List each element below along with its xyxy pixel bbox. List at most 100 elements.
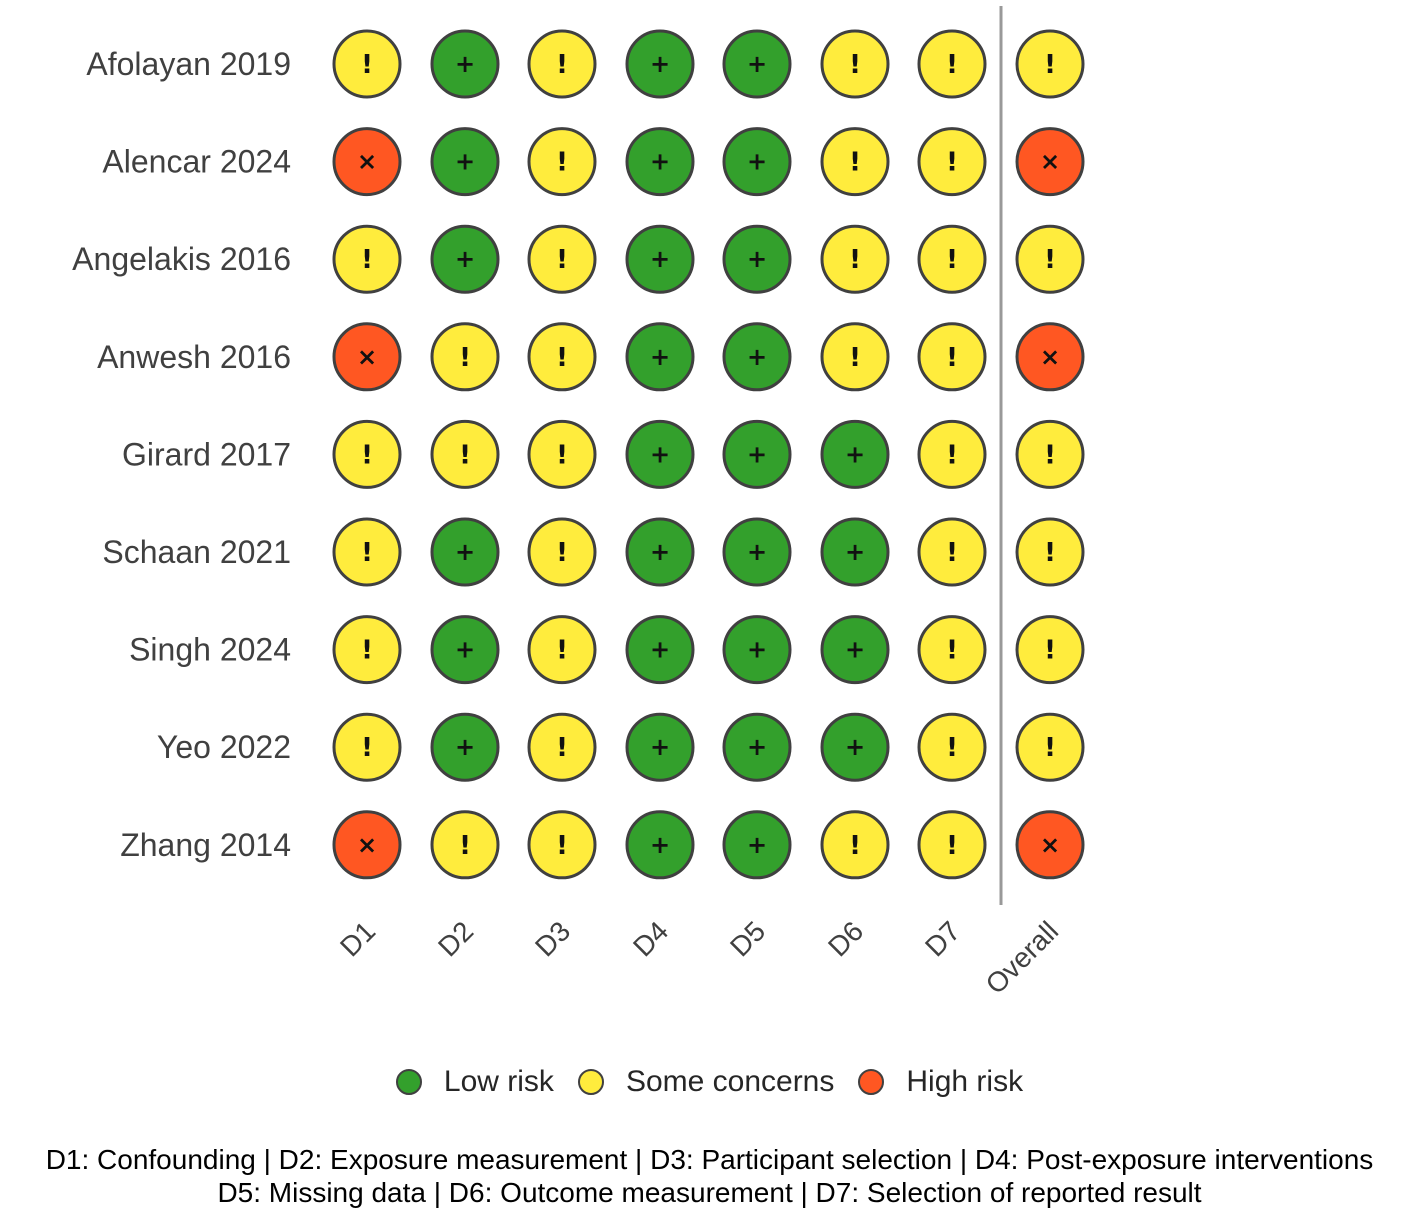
judgement-symbol: !: [946, 440, 958, 470]
study-label: Singh 2024: [129, 632, 291, 668]
judgement-circle: [820, 29, 890, 99]
legend-low-risk-marker: [395, 1069, 422, 1095]
judgement-circle: [722, 517, 792, 587]
judgement-d4-low: +: [625, 29, 695, 99]
judgement-symbol: +: [747, 343, 767, 371]
judgement-circle: [430, 29, 500, 99]
judgement-d4-low: +: [625, 322, 695, 392]
judgement-circle: [917, 712, 987, 782]
judgement-symbol: !: [361, 733, 373, 763]
study-row-girard-2017: Girard 2017!!! + + +!!: [122, 419, 1085, 489]
study-label: Afolayan 2019: [86, 46, 291, 82]
judgement-symbol: +: [650, 148, 670, 176]
judgement-symbol: !: [946, 636, 958, 666]
judgement-symbol: +: [747, 733, 767, 761]
domain-label-overall: Overall: [980, 915, 1065, 1000]
judgement-d1-some: !: [332, 712, 402, 782]
judgement-circle: [820, 810, 890, 880]
judgement-circle: [430, 517, 500, 587]
judgement-symbol: +: [747, 538, 767, 566]
judgement-circle: [430, 712, 500, 782]
judgement-circle: [1015, 615, 1085, 685]
judgement-d4-low: +: [625, 517, 695, 587]
judgement-symbol: !: [849, 831, 861, 861]
judgement-symbol: ×: [357, 148, 377, 176]
judgement-symbol: +: [455, 733, 475, 761]
judgement-overall-high: ×: [1015, 810, 1085, 880]
domain-label-d1: D1: [334, 915, 381, 962]
judgement-d1-some: !: [332, 615, 402, 685]
judgement-circle: [917, 517, 987, 587]
judgement-circle: [625, 810, 695, 880]
study-label: Yeo 2022: [157, 729, 291, 765]
judgement-d2-low: +: [430, 224, 500, 294]
judgement-overall-high: ×: [1015, 127, 1085, 197]
judgement-d1-some: !: [332, 29, 402, 99]
judgement-d5-low: +: [722, 29, 792, 99]
judgement-symbol: !: [1044, 538, 1056, 568]
judgement-d6-low: +: [820, 712, 890, 782]
judgement-overall-some: !: [1015, 517, 1085, 587]
judgement-circle: [722, 322, 792, 392]
judgement-d6-low: +: [820, 615, 890, 685]
judgement-circle: [332, 419, 402, 489]
judgement-circle: [917, 419, 987, 489]
judgement-symbol: +: [747, 50, 767, 78]
judgement-symbol: +: [747, 440, 767, 468]
judgement-symbol: !: [1044, 733, 1056, 763]
judgement-overall-some: !: [1015, 419, 1085, 489]
judgement-d1-some: !: [332, 517, 402, 587]
study-label: Girard 2017: [122, 436, 291, 472]
judgement-circle: [625, 224, 695, 294]
judgement-symbol: +: [650, 831, 670, 859]
judgement-symbol: !: [849, 50, 861, 80]
judgement-d5-low: +: [722, 615, 792, 685]
judgement-circle: [625, 29, 695, 99]
judgement-symbol: +: [845, 538, 865, 566]
judgement-d2-low: +: [430, 517, 500, 587]
judgement-circle: [722, 127, 792, 197]
judgement-circle: [527, 810, 597, 880]
judgement-circle: [430, 224, 500, 294]
judgement-circle: [1015, 810, 1085, 880]
judgement-d2-some: !: [430, 419, 500, 489]
judgement-d1-high: ×: [332, 127, 402, 197]
judgement-symbol: !: [1044, 50, 1056, 80]
risk-of-bias-chart: Afolayan 2019! +! + +!! ! Alencar 2024 × +! + +!!…: [72, 6, 1085, 1000]
judgement-symbol: +: [747, 148, 767, 176]
judgement-circle: [625, 127, 695, 197]
judgement-circle: [917, 29, 987, 99]
domain-label-d6: D6: [822, 915, 869, 962]
judgement-d5-low: +: [722, 224, 792, 294]
judgement-d3-some: !: [527, 127, 597, 197]
judgement-circle: [625, 322, 695, 392]
judgement-d5-low: +: [722, 419, 792, 489]
judgement-d7-some: !: [917, 810, 987, 880]
judgement-symbol: !: [556, 831, 568, 861]
study-row-schaan-2021: Schaan 2021! +! + + +!!: [102, 517, 1085, 587]
judgement-symbol: +: [650, 245, 670, 273]
judgement-circle: [430, 615, 500, 685]
judgement-circle: [625, 712, 695, 782]
judgement-d1-high: ×: [332, 322, 402, 392]
judgement-symbol: !: [556, 440, 568, 470]
judgement-d7-some: !: [917, 127, 987, 197]
study-row-yeo-2022: Yeo 2022! +! + + +!!: [157, 712, 1085, 782]
judgement-circle: [1015, 419, 1085, 489]
judgement-d2-low: +: [430, 615, 500, 685]
judgement-symbol: ×: [1040, 343, 1060, 371]
judgement-circle: [527, 224, 597, 294]
judgement-symbol: +: [455, 636, 475, 664]
judgement-symbol: +: [650, 538, 670, 566]
judgement-symbol: +: [747, 245, 767, 273]
judgement-overall-some: !: [1015, 224, 1085, 294]
judgement-circle: [722, 712, 792, 782]
judgement-symbol: !: [1044, 440, 1056, 470]
judgement-circle: [820, 322, 890, 392]
judgement-d7-some: !: [917, 224, 987, 294]
judgement-circle: [917, 127, 987, 197]
judgement-circle: [527, 419, 597, 489]
judgement-circle: [625, 419, 695, 489]
judgement-d7-some: !: [917, 712, 987, 782]
judgement-circle: [332, 517, 402, 587]
